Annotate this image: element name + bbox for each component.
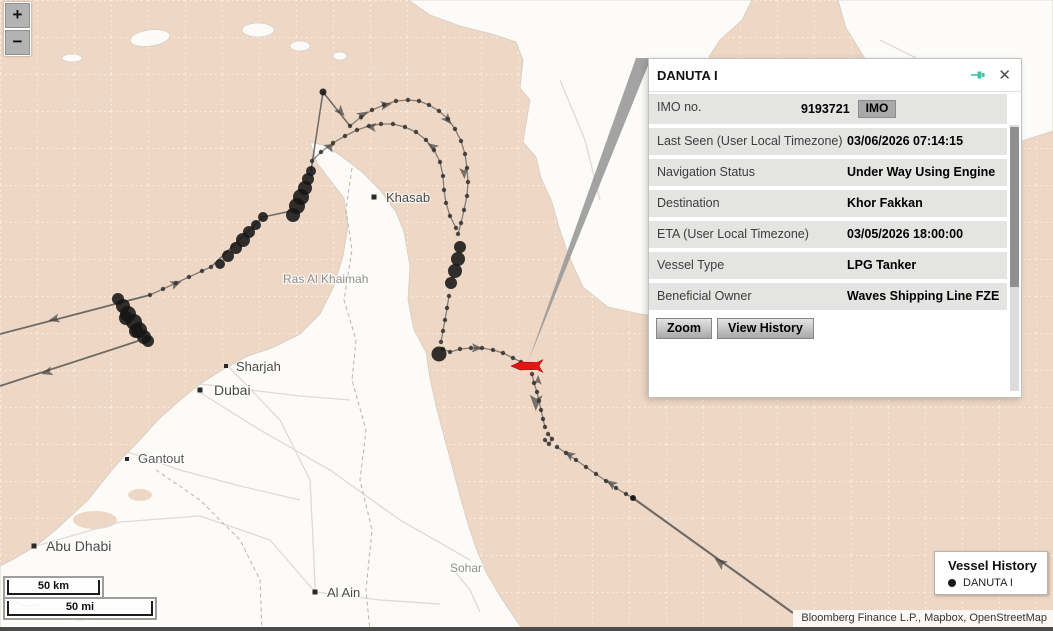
row-value: 03/05/2026 18:00:00 — [847, 227, 964, 241]
row-label: Navigation Status — [657, 165, 755, 179]
city-marker-khasab — [371, 194, 377, 200]
city-marker-gantout — [125, 457, 129, 461]
pin-icon[interactable] — [971, 69, 986, 81]
callout-wedge — [528, 58, 651, 362]
vessel-track — [0, 88, 794, 614]
city-label-abu-dhabi: Abu Dhabi — [46, 538, 111, 554]
city-label-khasab: Khasab — [386, 190, 430, 205]
scale-bar-mi: 50 mi — [3, 597, 157, 620]
panel-title-bar: DANUTA I ✕ — [649, 59, 1021, 92]
city-label-dubai: Dubai — [214, 382, 251, 398]
panel-row-beneficial-owner: Beneficial Owner Waves Shipping Line FZE — [649, 283, 1007, 310]
close-icon[interactable]: ✕ — [998, 66, 1011, 84]
panel-row-last-seen-user-local-timezone: Last Seen (User Local Timezone) 03/06/202… — [649, 128, 1007, 155]
row-value: Khor Fakkan — [847, 196, 923, 210]
vessel-marker-danuta-i[interactable] — [510, 358, 544, 374]
row-label: Vessel Type — [657, 258, 725, 272]
city-label-sohar: Sohar — [450, 561, 482, 575]
city-label-sharjah: Sharjah — [236, 359, 281, 374]
row-label: ETA (User Local Timezone) — [657, 227, 809, 241]
view-history-button[interactable]: View History — [717, 318, 814, 339]
city-label-gantout: Gantout — [138, 451, 185, 466]
row-value: 03/06/2026 07:14:15 — [847, 134, 964, 148]
map-zoom-control: + − — [4, 2, 31, 56]
city-marker-al-ain — [312, 589, 318, 595]
legend-item-danuta-i[interactable]: DANUTA I — [935, 577, 1047, 589]
legend-dot-icon — [948, 579, 956, 587]
zoom-out-button[interactable]: − — [5, 30, 30, 55]
scale-bar-mi-label: 50 mi — [7, 601, 153, 616]
city-marker-sharjah — [224, 364, 228, 368]
scale-bar-km-label: 50 km — [7, 580, 100, 595]
map-attribution: Bloomberg Finance L.P., Mapbox, OpenStre… — [793, 610, 1053, 627]
city-label-al-ain: Al Ain — [327, 585, 360, 600]
panel-row-navigation-status: Navigation Status Under Way Using Engine — [649, 159, 1007, 186]
imo-chip-button[interactable]: IMO — [857, 100, 897, 118]
city-label-ras-al-khaimah: Ras Al Khaimah — [283, 272, 368, 286]
vessel-history-legend: Vessel History DANUTA I — [934, 551, 1048, 595]
scale-bar-km: 50 km — [3, 576, 104, 599]
legend-item-label: DANUTA I — [963, 577, 1013, 589]
map-bottom-edge — [0, 627, 1053, 631]
panel-scrollbar-thumb[interactable] — [1010, 127, 1019, 287]
legend-title: Vessel History — [948, 558, 1037, 573]
panel-row-destination: Destination Khor Fakkan — [649, 190, 1007, 217]
row-label: Last Seen (User Local Timezone) — [657, 134, 843, 148]
city-marker-abu-dhabi — [31, 543, 37, 549]
row-value: LPG Tanker — [847, 258, 917, 272]
panel-row-imo-no: IMO no. 9193721 IMO — [649, 94, 1007, 124]
row-value: Under Way Using Engine — [847, 165, 996, 179]
zoom-in-button[interactable]: + — [5, 3, 30, 28]
vessel-info-panel: DANUTA I ✕ IMO no. 9193721 IMO Last Seen (U… — [648, 58, 1022, 398]
city-marker-dubai — [197, 387, 203, 393]
row-label: IMO no. — [657, 100, 702, 114]
row-label: Beneficial Owner — [657, 289, 752, 303]
zoom-button[interactable]: Zoom — [656, 318, 713, 339]
row-label: Destination — [657, 196, 720, 210]
panel-row-vessel-type: Vessel Type LPG Tanker — [649, 252, 1007, 279]
panel-title: DANUTA I — [657, 67, 718, 83]
row-value: Waves Shipping Line FZE — [847, 289, 1000, 303]
panel-scrollbar[interactable] — [1010, 125, 1019, 391]
row-value: 9193721 — [801, 101, 850, 116]
panel-row-eta-user-local-timezone: ETA (User Local Timezone) 03/05/2026 18:0… — [649, 221, 1007, 248]
